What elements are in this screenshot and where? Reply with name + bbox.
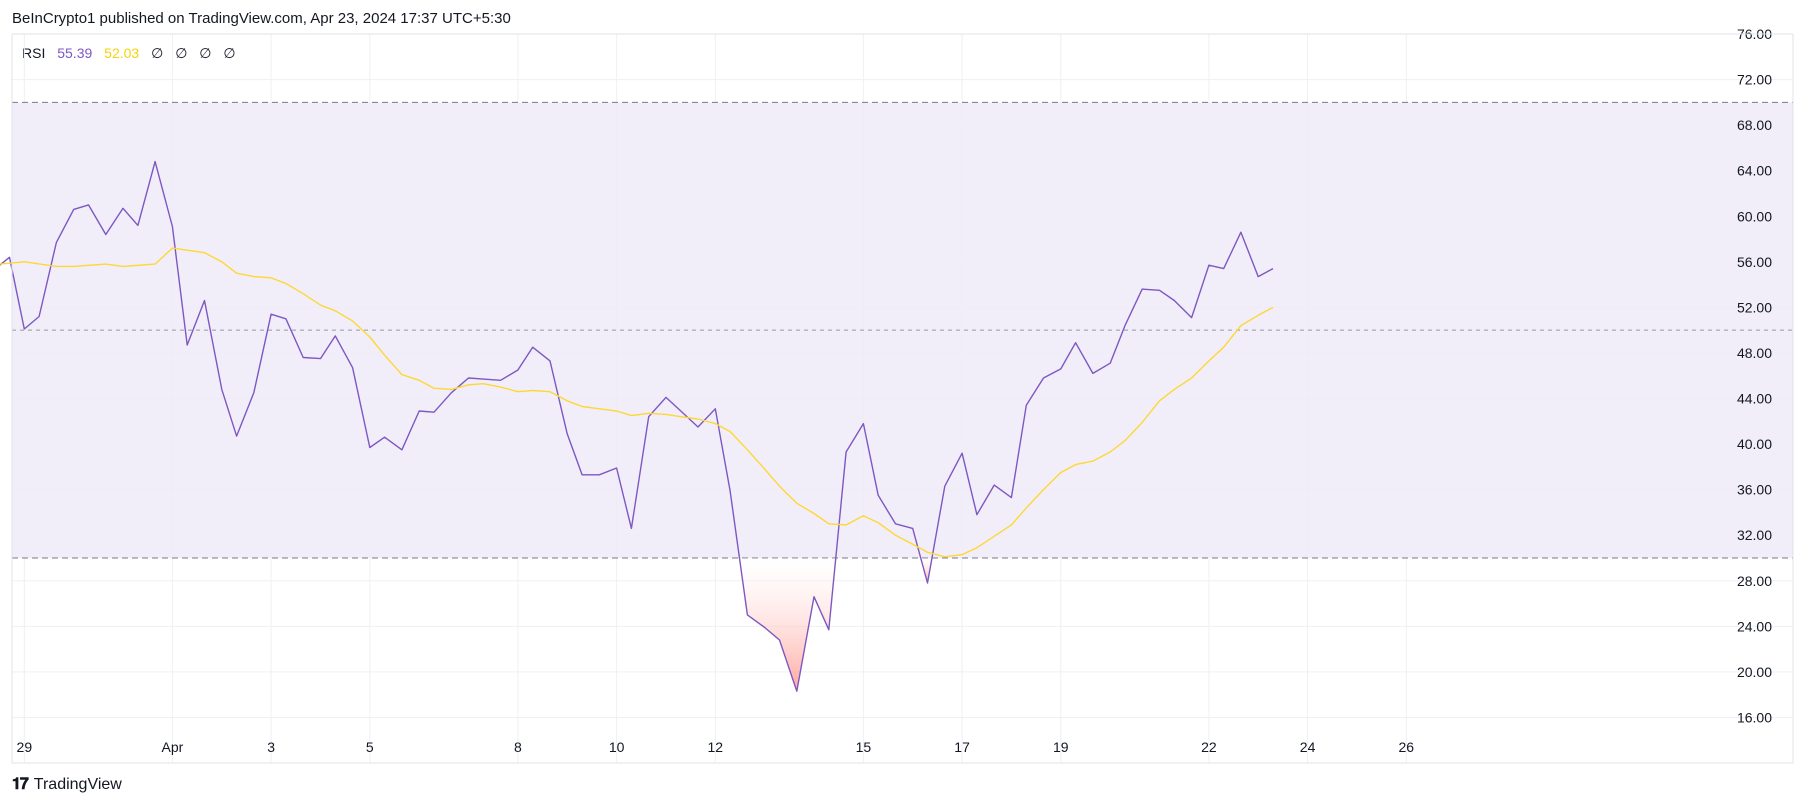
x-tick-label: 19: [1053, 739, 1069, 755]
y-tick-label: 28.00: [1737, 573, 1772, 589]
x-tick-label: 29: [17, 739, 33, 755]
x-tick-label: 22: [1201, 739, 1217, 755]
x-tick-label: 5: [366, 739, 374, 755]
publish-info: BeInCrypto1 published on TradingView.com…: [12, 10, 511, 27]
x-tick-label: 8: [514, 739, 522, 755]
x-tick-label: 15: [856, 739, 872, 755]
legend-label: RSI: [22, 45, 46, 61]
y-tick-label: 32.00: [1737, 527, 1772, 543]
y-tick-label: 48.00: [1737, 345, 1772, 361]
rsi-line: [0, 160, 1274, 692]
y-tick-label: 64.00: [1737, 163, 1772, 179]
y-tick-label: 24.00: [1737, 618, 1772, 634]
y-tick-label: 44.00: [1737, 391, 1772, 407]
tradingview-logo-icon: 𝟏𝟕: [12, 776, 29, 793]
y-tick-label: 56.00: [1737, 254, 1772, 270]
legend-extra-value: ∅: [151, 45, 164, 61]
y-axis: 16.00 20.00 24.00 28.00 32.00 36.00 40.00 44.00…: [1737, 26, 1772, 725]
x-tick-label: 26: [1399, 739, 1415, 755]
x-tick-label: Apr: [162, 739, 184, 755]
x-tick-label: 10: [609, 739, 625, 755]
x-axis: 29 Apr 3 5 8 10 12 15 17 19 22 24 26: [17, 739, 1415, 755]
oversold-fill: [739, 558, 932, 692]
y-tick-label: 52.00: [1737, 299, 1772, 315]
chart-frame: [11, 33, 1794, 764]
y-tick-label: 20.00: [1737, 664, 1772, 680]
series-lines: [0, 160, 1274, 692]
indicator-legend[interactable]: RSI 55.39 52.03 ∅ ∅ ∅ ∅: [22, 45, 244, 62]
y-tick-label: 36.00: [1737, 482, 1772, 498]
y-tick-label: 60.00: [1737, 208, 1772, 224]
rsi-ma-line: [0, 247, 1274, 558]
y-tick-label: 40.00: [1737, 436, 1772, 452]
rsi-chart[interactable]: 16.00 20.00 24.00 28.00 32.00 36.00 40.00 44.00…: [0, 0, 1805, 770]
y-tick-label: 68.00: [1737, 117, 1772, 133]
y-tick-label: 72.00: [1737, 72, 1772, 88]
y-tick-label: 16.00: [1737, 709, 1772, 725]
legend-extra-value: ∅: [223, 45, 236, 61]
x-tick-label: 24: [1300, 739, 1316, 755]
oversold-area: [739, 558, 836, 692]
x-tick-label: 17: [954, 739, 970, 755]
tradingview-logo[interactable]: 𝟏𝟕 TradingView: [12, 776, 122, 794]
x-tick-label: 3: [267, 739, 275, 755]
x-tick-label: 12: [708, 739, 724, 755]
legend-ma-value: 52.03: [104, 45, 140, 61]
level-lines: [12, 101, 1793, 559]
legend-extra-value: ∅: [199, 45, 212, 61]
tradingview-logo-text: TradingView: [33, 776, 122, 793]
legend-extra-value: ∅: [175, 45, 188, 61]
oversold-area: [920, 558, 932, 583]
legend-rsi-value: 55.39: [57, 45, 93, 61]
